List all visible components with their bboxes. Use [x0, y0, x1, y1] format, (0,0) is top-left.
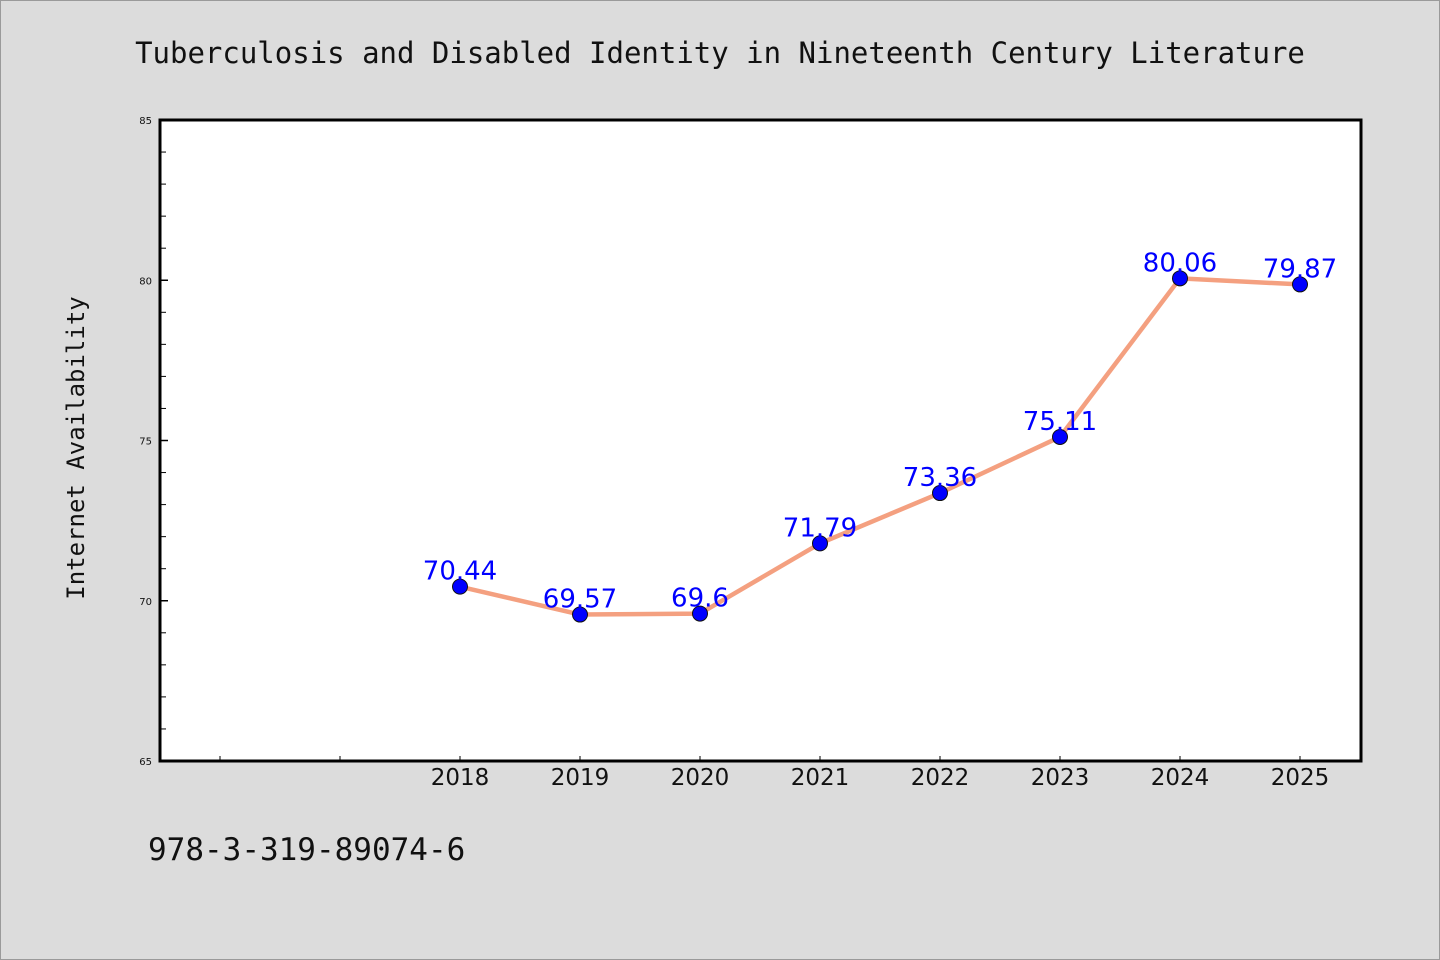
data-point — [812, 535, 828, 552]
marker-layer — [452, 270, 1308, 623]
isbn-code: 978-3-319-89074-6 — [148, 832, 466, 868]
data-label-layer: 70.44 69.57 69.6 71.79 73.36 75.11 80.06 79.87 — [423, 248, 1337, 614]
x-tick-label: 2021 — [791, 765, 850, 791]
data-point — [1292, 276, 1308, 293]
y-tick-label: 70 — [139, 597, 152, 608]
y-tick-label: 80 — [139, 276, 152, 287]
x-axis: 2018 2019 2020 2021 2022 2023 2024 2025 — [219, 756, 1330, 791]
y-tick-label: 65 — [139, 757, 152, 768]
x-tick-label: 2022 — [911, 765, 970, 791]
data-label: 79.87 — [1263, 254, 1337, 284]
x-tick-label: 2019 — [551, 765, 610, 791]
data-label: 73.36 — [903, 463, 977, 493]
data-point — [452, 578, 468, 595]
chart-title: Tuberculosis and Disabled Identity in Ni… — [135, 36, 1305, 70]
series-line — [457, 276, 1303, 617]
x-tick-label: 2020 — [671, 765, 730, 791]
y-axis: 65 70 75 80 85 — [139, 116, 168, 768]
x-tick-label: 2023 — [1031, 765, 1090, 791]
x-tick-label: 2025 — [1271, 765, 1330, 791]
data-point — [932, 485, 948, 502]
y-tick-label: 85 — [139, 116, 152, 127]
data-point — [572, 606, 588, 623]
data-point — [692, 605, 708, 622]
plot-area — [158, 118, 1363, 763]
x-tick-label: 2024 — [1151, 765, 1210, 791]
y-axis-label: Internet Availability — [62, 296, 90, 599]
data-label: 69.6 — [671, 584, 729, 614]
data-point — [1052, 428, 1068, 445]
x-tick-label: 2018 — [431, 765, 490, 791]
data-label: 71.79 — [783, 513, 857, 543]
data-label: 75.11 — [1023, 407, 1097, 437]
data-label: 80.06 — [1143, 248, 1217, 278]
series-layer — [457, 276, 1303, 617]
data-label: 70.44 — [423, 557, 497, 587]
data-label: 69.57 — [543, 585, 617, 615]
data-point — [1172, 270, 1188, 287]
y-tick-label: 75 — [139, 437, 152, 448]
